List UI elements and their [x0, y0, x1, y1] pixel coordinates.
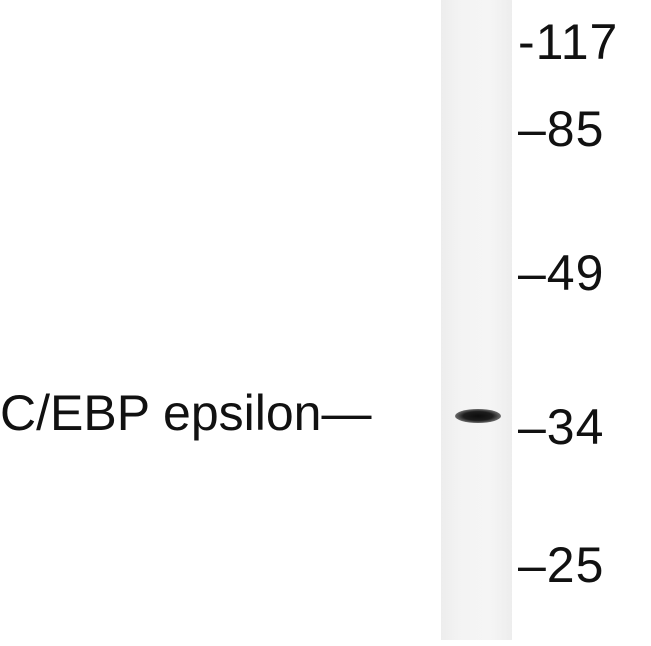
marker-85: –85 — [518, 101, 605, 157]
protein-band — [455, 409, 501, 423]
marker-49: –49 — [518, 245, 605, 301]
blot-lane — [441, 0, 512, 640]
marker-25: –25 — [518, 537, 605, 593]
marker-34: –34 — [518, 399, 605, 455]
protein-label: C/EBP epsilon— — [0, 385, 372, 441]
marker-117: -117 — [518, 14, 619, 70]
